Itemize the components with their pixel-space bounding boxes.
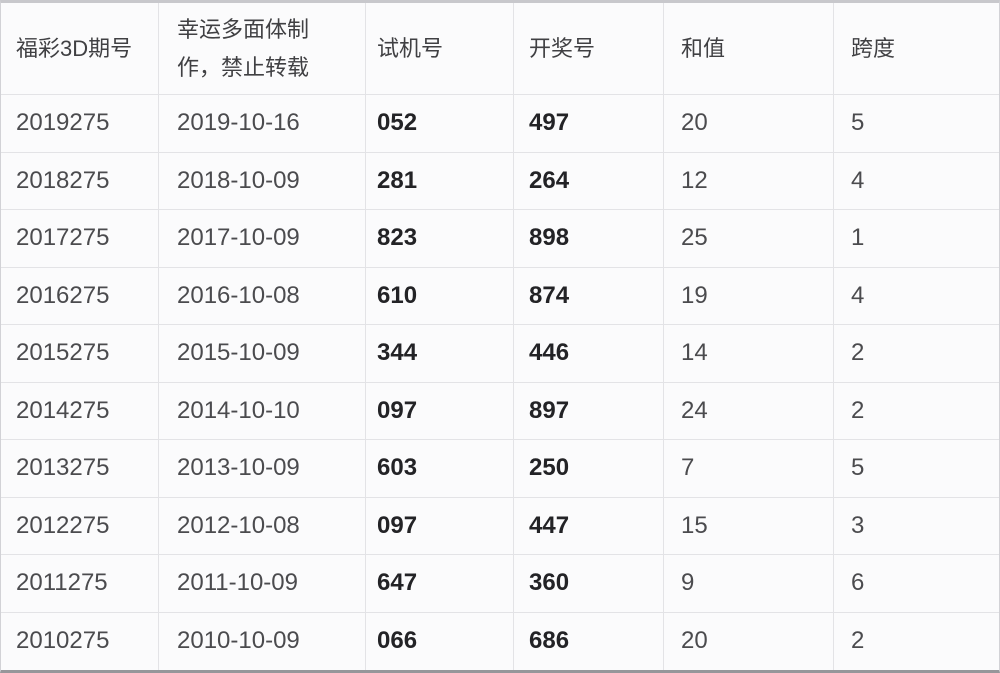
cell-sum-value: 14 <box>664 325 834 383</box>
cell-sum-value: 9 <box>664 555 834 613</box>
col-header-period-label: 福彩3D期号 <box>16 35 133 61</box>
cell-span-value: 6 <box>834 555 999 613</box>
cell-test-number: 823 <box>366 210 514 268</box>
cell-test-number: 066 <box>366 612 514 670</box>
cell-test-number: 052 <box>366 95 514 153</box>
cell-draw-number: 897 <box>514 382 664 440</box>
cell-sum-value: 7 <box>664 440 834 498</box>
cell-test-number: 603 <box>366 440 514 498</box>
col-header-draw-number: 开奖号 <box>514 3 664 95</box>
cell-period: 2010275 <box>1 612 159 670</box>
col-header-date-watermark-label: 幸运多面体制作，禁止转载 <box>177 17 310 80</box>
lottery-results-table: 福彩3D期号 幸运多面体制作，禁止转载 试机号 开奖号 和值 跨度 201927… <box>1 3 999 670</box>
cell-span-value: 2 <box>834 383 999 440</box>
cell-sum-value: 19 <box>664 267 834 325</box>
cell-span-value: 3 <box>834 498 999 555</box>
cell-date: 2013-10-09 <box>159 440 366 498</box>
cell-span-value: 4 <box>834 153 999 210</box>
cell-date: 2012-10-08 <box>159 497 366 555</box>
col-header-span-value: 跨度 <box>834 3 999 95</box>
col-header-span-value-label: 跨度 <box>851 35 896 61</box>
cell-span-value: 2 <box>834 325 999 383</box>
cell-test-number: 647 <box>366 555 514 613</box>
cell-period: 2016275 <box>1 267 159 325</box>
cell-period: 2018275 <box>1 152 159 210</box>
cell-period: 2017275 <box>1 210 159 268</box>
cell-draw-number: 264 <box>514 152 664 210</box>
cell-period: 2011275 <box>1 555 159 613</box>
cell-draw-number: 446 <box>514 325 664 383</box>
cell-period: 2014275 <box>1 382 159 440</box>
cell-span-value: 2 <box>851 627 865 655</box>
cell-sum-value: 25 <box>664 210 834 268</box>
cell-draw-number: 874 <box>514 267 664 325</box>
cell-draw-number: 360 <box>514 555 664 613</box>
cell-test-number: 344 <box>366 325 514 383</box>
cell-date: 2011-10-09 <box>159 555 366 613</box>
cell-date: 2014-10-10 <box>159 382 366 440</box>
cell-test-number: 097 <box>366 497 514 555</box>
cell-period: 2012275 <box>1 497 159 555</box>
cell-draw-number: 686 <box>514 612 664 670</box>
cell-period: 2015275 <box>1 325 159 383</box>
cell-date: 2016-10-08 <box>159 267 366 325</box>
cell-period: 2019275 <box>1 95 159 153</box>
cell-date: 2019-10-16 <box>159 95 366 153</box>
cell-span-value: 5 <box>834 440 999 498</box>
cell-span-value: 1 <box>834 210 999 268</box>
cell-draw-number: 497 <box>514 95 664 153</box>
cell-span-value: 4 <box>834 268 999 325</box>
col-header-sum-value: 和值 <box>664 3 834 95</box>
cell-span-value: 5 <box>834 95 999 153</box>
cell-date: 2018-10-09 <box>159 152 366 210</box>
cell-draw-number: 250 <box>514 440 664 498</box>
cell-sum-value: 12 <box>664 152 834 210</box>
col-header-test-number: 试机号 <box>366 3 514 95</box>
col-header-date-watermark: 幸运多面体制作，禁止转载 <box>159 3 366 95</box>
cell-sum-value: 20 <box>664 95 834 153</box>
cell-date: 2017-10-09 <box>159 210 366 268</box>
cell-test-number: 097 <box>366 382 514 440</box>
cell-draw-number: 898 <box>514 210 664 268</box>
cell-sum-value: 20 <box>664 612 834 670</box>
cell-period: 2013275 <box>1 440 159 498</box>
cell-date: 2015-10-09 <box>159 325 366 383</box>
col-header-draw-number-label: 开奖号 <box>529 35 596 61</box>
cell-sum-value: 24 <box>664 382 834 440</box>
col-header-sum-value-label: 和值 <box>681 35 726 61</box>
cell-test-number: 281 <box>366 152 514 210</box>
cell-test-number: 610 <box>366 267 514 325</box>
cell-sum-value: 15 <box>664 497 834 555</box>
col-header-period: 福彩3D期号 <box>1 3 159 95</box>
col-header-test-number-label: 试机号 <box>377 35 444 61</box>
cell-draw-number: 447 <box>514 497 664 555</box>
cell-date: 2010-10-09 <box>159 612 366 670</box>
